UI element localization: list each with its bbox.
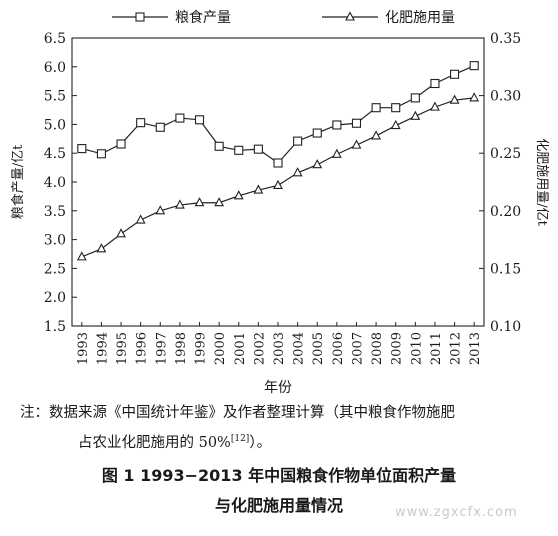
x-tick-label: 1998 (174, 332, 189, 365)
y-right-tick-label: 0.30 (490, 89, 521, 105)
y-right-tick-label: 0.10 (490, 319, 521, 335)
chart-note: 注：数据来源《中国统计年鉴》及作者整理计算（其中粮食作物施肥 占农业化肥施用的 … (20, 400, 550, 456)
series-2-point (174, 199, 185, 209)
series-1-point (136, 118, 146, 128)
note-reference: [12] (230, 434, 250, 444)
series-2-point (135, 214, 146, 224)
note-line-1: 注：数据来源《中国统计年鉴》及作者整理计算（其中粮食作物施肥 (20, 405, 455, 421)
x-axis-title: 年份 (264, 380, 292, 396)
series-1-point (116, 139, 126, 149)
y-right-tick-label: 0.15 (490, 261, 521, 277)
series-1-point (155, 122, 165, 132)
x-tick-label: 2000 (213, 332, 228, 365)
y-right-tick-label: 0.20 (490, 204, 521, 220)
y-right-tick-label: 0.25 (490, 146, 521, 162)
series-1-point (450, 69, 460, 79)
series-1-point (273, 158, 283, 168)
x-tick-label: 2008 (370, 332, 385, 365)
series-2-point (76, 251, 87, 261)
y-left-tick-label: 2.0 (44, 290, 66, 306)
y-left-tick-label: 4.0 (44, 175, 66, 191)
watermark: www.zgxcfx.com (395, 505, 518, 520)
figure-caption-line-1: 图 1 1993−2013 年中国粮食作物单位面积产量 (101, 466, 457, 485)
series-2-point (312, 159, 323, 169)
chart: 1.5 2.0 2.5 3.0 3.5 4.0 4.5 5.0 5.5 6.0 6.5 0.10 0.1… (10, 9, 549, 396)
series-1-point (312, 128, 322, 138)
series-1-point (234, 145, 244, 155)
x-tick-label: 1994 (95, 332, 110, 365)
series-2-point (430, 101, 440, 111)
x-tick-label: 1997 (154, 332, 169, 365)
series-2-point (371, 130, 382, 140)
series-1-point (469, 61, 479, 71)
series-2-point (331, 148, 342, 158)
legend-label-2: 化肥施用量 (385, 10, 455, 26)
series-2-point (233, 190, 244, 200)
series-2-point (155, 205, 166, 215)
series-1-point (96, 149, 106, 159)
series-1-point (293, 136, 303, 146)
note-line-2-end: ）。 (249, 434, 272, 451)
x-tick-label: 2007 (350, 332, 365, 365)
x-tick-label: 2005 (311, 332, 326, 365)
y-left-tick-label: 5.5 (44, 89, 66, 105)
series-1-point (194, 115, 205, 125)
series-2-point (390, 119, 401, 130)
y-left-axis-title: 粮食产量/亿t (10, 144, 26, 219)
x-tick-label: 2009 (390, 332, 405, 365)
y-left-tick-label: 2.5 (44, 261, 66, 277)
legend-label-1: 粮食产量 (175, 9, 231, 26)
series-2-point (410, 110, 421, 120)
x-tick-label: 2011 (429, 332, 444, 365)
series-2-point (273, 179, 283, 190)
series-1-point (351, 118, 362, 128)
x-tick-label: 2010 (409, 332, 424, 365)
x-tick-label: 2003 (272, 332, 287, 365)
y-left-tick-label: 3.5 (44, 204, 66, 220)
legend-marker-1 (135, 12, 145, 22)
legend-marker-2 (345, 11, 355, 21)
series-1-point (430, 78, 440, 89)
series-1-point (77, 144, 87, 154)
series-2-point (469, 92, 480, 102)
x-tick-label: 1999 (194, 332, 209, 365)
series-1-point (175, 113, 185, 123)
series-1-point (391, 103, 401, 113)
x-tick-label: 2004 (292, 332, 307, 365)
series-2-point (194, 197, 205, 207)
series-2-point (449, 94, 460, 104)
x-tick-label: 1996 (135, 332, 150, 365)
x-tick-label: 2013 (468, 332, 483, 365)
y-left-tick-label: 5.0 (44, 117, 66, 133)
y-left-tick-label: 6.0 (44, 60, 66, 76)
x-tick-label: 2006 (331, 332, 346, 365)
x-tick-label: 2001 (233, 332, 248, 365)
x-tick-label: 2002 (252, 332, 267, 365)
series-1-point (371, 103, 381, 113)
figure-caption-line-2: 与化肥施用量情况 (214, 496, 343, 515)
series-1-point (214, 141, 224, 151)
series-1-point (410, 93, 420, 103)
x-tick-label: 1993 (76, 332, 91, 365)
series-2-point (292, 167, 303, 177)
x-tick-label: 2012 (449, 332, 464, 365)
series-2-point (96, 243, 107, 253)
y-left-tick-label: 3.0 (44, 233, 66, 249)
y-left-tick-label: 4.5 (44, 146, 66, 162)
series-2-point (253, 184, 264, 194)
series-2-point (351, 139, 362, 149)
x-tick-label: 1995 (115, 332, 130, 365)
y-left-tick-label: 1.5 (44, 319, 66, 335)
series-1-point (332, 120, 342, 130)
series-2-point (214, 197, 225, 207)
series-1-point (253, 144, 263, 154)
series-2-point (116, 228, 126, 238)
y-right-tick-label: 0.35 (490, 31, 521, 47)
y-right-axis-title: 化肥施用量/亿t (534, 138, 549, 226)
note-line-2: 占农业化肥施用的 50% (78, 434, 231, 451)
y-left-tick-label: 6.5 (44, 31, 66, 47)
